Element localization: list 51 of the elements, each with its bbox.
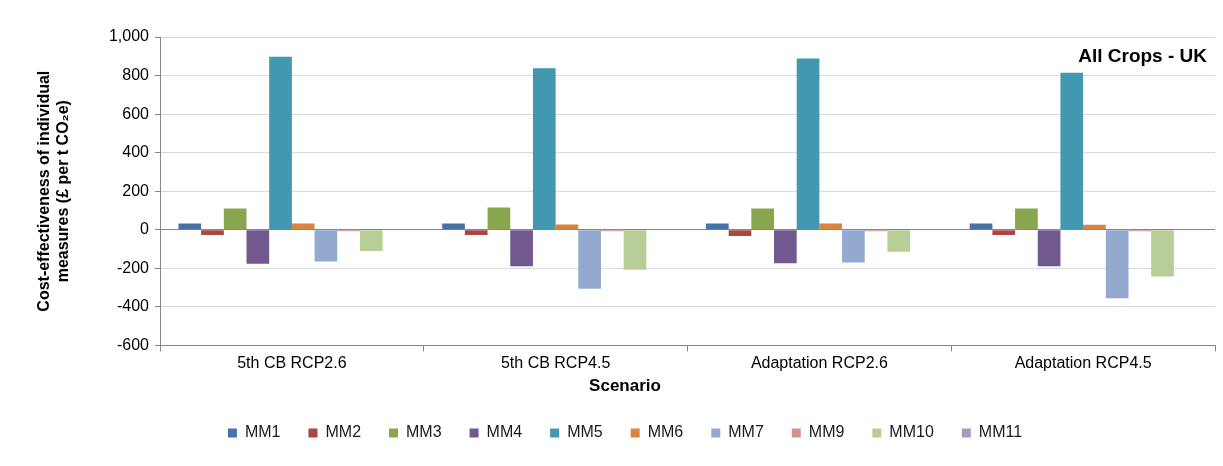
bar — [1105, 230, 1129, 299]
bar — [578, 230, 601, 289]
legend-label: MM5 — [567, 423, 603, 441]
x-axis-title: Scenario — [589, 376, 661, 396]
y-tick-label: 400 — [122, 143, 150, 161]
bar — [246, 230, 270, 264]
legend-label: MM4 — [486, 423, 523, 441]
legend-label: MM11 — [978, 423, 1023, 441]
bar — [487, 207, 511, 230]
y-tick-label: 800 — [122, 65, 150, 83]
bar — [842, 230, 865, 263]
legend-label: MM2 — [325, 423, 362, 441]
y-tick-label: 200 — [122, 181, 150, 199]
bar — [359, 230, 383, 251]
bar — [1083, 224, 1106, 230]
x-tick-label: Adaptation RCP4.5 — [1014, 354, 1152, 372]
y-tick-label: -200 — [116, 258, 150, 276]
y-tick-label: -600 — [116, 335, 150, 353]
bar — [796, 58, 820, 230]
bar — [774, 230, 797, 264]
bar — [201, 230, 224, 235]
y-tick-label: 600 — [122, 104, 150, 122]
bar — [887, 230, 911, 252]
x-tick-label: 5th CB RCP4.5 — [500, 354, 611, 372]
x-tick-label: 5th CB RCP2.6 — [237, 354, 347, 372]
bar — [728, 230, 752, 236]
y-tick-label: 0 — [140, 220, 150, 238]
x-tick-label: Adaptation RCP2.6 — [750, 354, 888, 372]
bar — [314, 230, 338, 262]
bar — [1015, 208, 1038, 230]
chart-title: All Crops - UK — [1078, 45, 1208, 66]
bar — [510, 230, 533, 267]
bar — [1037, 230, 1061, 267]
y-tick-label: -400 — [116, 297, 150, 315]
y-tick-label: 1,000 — [108, 27, 150, 45]
bar — [623, 230, 647, 270]
bar — [223, 208, 247, 230]
legend-label: MM7 — [728, 423, 764, 441]
bar — [269, 56, 292, 230]
bar — [464, 230, 488, 235]
legend-label: MM10 — [889, 423, 934, 441]
bar — [1151, 230, 1174, 277]
bar — [1060, 72, 1084, 230]
bar — [992, 230, 1016, 235]
legend-label: MM1 — [244, 423, 281, 441]
bar — [532, 68, 556, 230]
legend-label: MM9 — [808, 423, 845, 441]
legend-label: MM6 — [647, 423, 684, 441]
y-axis-title: Cost-effectiveness of individual measures (£ per t CO₂e) — [35, 70, 72, 312]
legend-label: MM3 — [406, 423, 442, 441]
bar — [751, 208, 775, 230]
